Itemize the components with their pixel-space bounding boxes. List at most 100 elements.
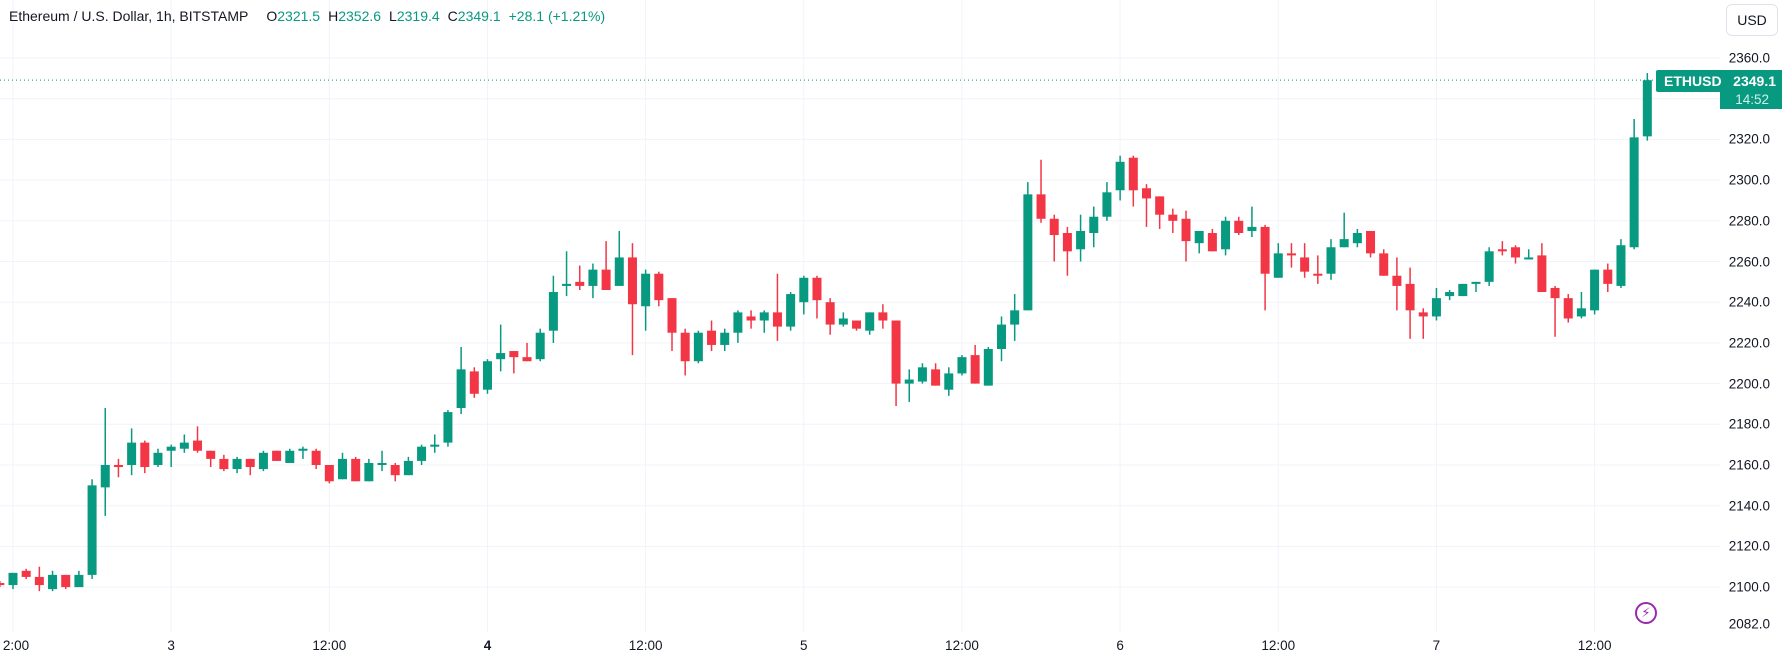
- candle-body: [1023, 194, 1033, 311]
- candle-body: [21, 570, 31, 577]
- candle-down: [61, 574, 71, 590]
- candle-body: [1049, 218, 1059, 236]
- candle-body: [1405, 283, 1415, 311]
- candle-down: [1550, 285, 1560, 337]
- candle-body: [1418, 312, 1428, 317]
- candle-up: [153, 448, 163, 468]
- candle-body: [654, 273, 664, 301]
- time-tick-label: 3: [167, 638, 175, 653]
- candle-down: [245, 458, 255, 476]
- candle-down: [113, 458, 123, 478]
- candle-body: [997, 324, 1006, 350]
- candle-down: [1537, 243, 1547, 293]
- last-price-value: 2349.1: [1733, 73, 1776, 89]
- candle-up: [1629, 119, 1639, 250]
- candle-body: [179, 442, 189, 449]
- candle-down: [1497, 241, 1507, 256]
- candle-body: [1484, 251, 1494, 282]
- candle-body: [825, 302, 835, 325]
- candle-body: [1115, 161, 1125, 191]
- candle-body: [707, 330, 717, 345]
- candle-down: [852, 320, 862, 331]
- candle-up: [957, 355, 967, 376]
- candle-up: [1102, 182, 1112, 221]
- candle-body: [720, 332, 730, 345]
- price-tick-label: 2200.0: [1728, 376, 1770, 392]
- candle-body: [1273, 253, 1283, 278]
- candle-up: [1194, 230, 1204, 254]
- candle-down: [509, 351, 519, 374]
- candle-up: [983, 346, 993, 386]
- candle-down: [1379, 249, 1389, 276]
- candle-body: [417, 446, 427, 461]
- symbol-title[interactable]: Ethereum / U.S. Dollar, 1h, BITSTAMP: [9, 8, 249, 24]
- candle-body: [1392, 275, 1402, 286]
- candle-body: [891, 320, 901, 384]
- candle-body: [535, 332, 545, 360]
- candle-body: [812, 277, 822, 301]
- candle-up: [456, 346, 466, 415]
- candle-down: [1603, 263, 1613, 293]
- price-tick-label: 2320.0: [1728, 131, 1770, 147]
- candle-body: [48, 574, 58, 590]
- candle-down: [812, 275, 822, 319]
- candle-up: [1616, 239, 1626, 288]
- price-tick-label: 2260.0: [1728, 254, 1770, 269]
- candle-body: [390, 465, 400, 476]
- candle-up: [430, 434, 440, 453]
- candle-down: [1181, 210, 1191, 262]
- candle-body: [1089, 216, 1099, 234]
- candle-body: [931, 369, 941, 386]
- candle-up: [403, 456, 413, 476]
- low-label: L: [389, 8, 397, 24]
- candle-down: [1260, 224, 1270, 311]
- time-tick-label: 12:00: [628, 638, 663, 653]
- candle-down: [667, 298, 677, 352]
- time-tick-label: 5: [800, 638, 808, 653]
- candle-body: [324, 465, 334, 482]
- candle-body: [272, 450, 282, 461]
- candle-body: [509, 351, 519, 358]
- candle-body: [127, 442, 137, 465]
- candle-down: [206, 450, 216, 468]
- candle-body: [1221, 220, 1231, 250]
- currency-button[interactable]: USD: [1726, 4, 1778, 36]
- candle-up: [535, 328, 545, 362]
- candle-down: [1234, 216, 1244, 236]
- candle-up: [377, 450, 387, 472]
- candle-body: [1076, 230, 1086, 250]
- candle-down: [878, 304, 888, 329]
- candle-up: [865, 312, 875, 335]
- candle-up: [298, 446, 308, 459]
- candle-up: [1642, 73, 1652, 141]
- candle-body: [364, 462, 374, 482]
- candle-down: [825, 298, 835, 335]
- candle-down: [193, 426, 203, 453]
- candle-body: [1260, 226, 1270, 274]
- candle-down: [1036, 159, 1046, 223]
- candle-down: [1366, 230, 1376, 258]
- lightning-icon[interactable]: ⚡︎: [1635, 602, 1657, 624]
- candle-body: [1352, 233, 1362, 244]
- candle-down: [707, 320, 717, 352]
- candle-body: [1326, 247, 1336, 274]
- candle-body: [219, 458, 229, 470]
- candle-up: [1326, 239, 1336, 280]
- time-tick-label: 12:00: [312, 638, 347, 653]
- candle-body: [957, 357, 967, 374]
- candle-body: [1234, 220, 1244, 234]
- candle-body: [61, 574, 71, 588]
- candle-body: [1286, 253, 1296, 256]
- candle-up: [1115, 155, 1125, 201]
- candle-body: [258, 452, 268, 470]
- candle-body: [1445, 292, 1455, 297]
- candle-body: [1102, 192, 1112, 217]
- candle-up: [562, 251, 572, 297]
- candle-body: [338, 458, 347, 480]
- candle-body: [693, 332, 703, 362]
- price-tick-label: 2280.0: [1728, 213, 1770, 229]
- candle-body: [917, 367, 927, 382]
- candle-up: [417, 444, 427, 465]
- candle-body: [904, 379, 914, 384]
